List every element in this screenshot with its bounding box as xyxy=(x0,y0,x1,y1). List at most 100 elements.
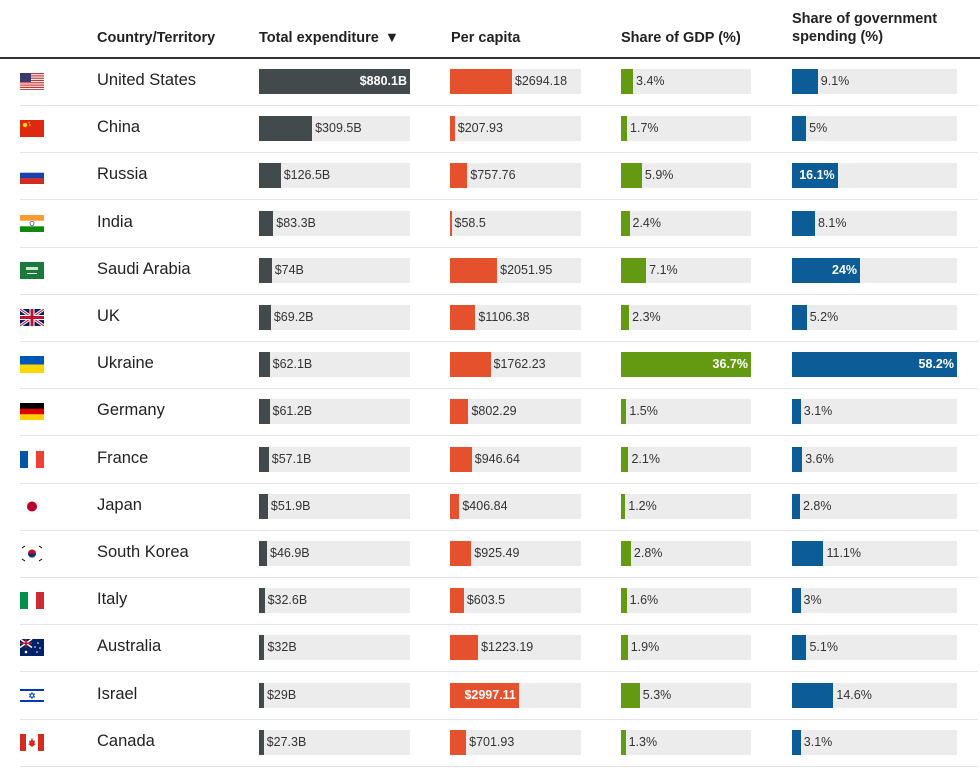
header-share-gov[interactable]: Share of government spending (%) xyxy=(792,11,938,45)
per-capita-bar xyxy=(450,682,519,708)
gov-cell: 3.6% xyxy=(792,446,957,472)
table-row: Germany $61.2B $802.29 1.5% 3.1% xyxy=(20,388,978,437)
gov-value-label: 5.1% xyxy=(809,640,838,655)
total-cell: $61.2B xyxy=(259,399,410,425)
total-bar xyxy=(259,635,265,661)
per-capita-cell: $757.76 xyxy=(450,163,581,189)
gdp-value-label: 1.3% xyxy=(628,734,658,749)
gdp-cell: 3.4% xyxy=(621,69,751,94)
per-capita-value-label: $757.76 xyxy=(470,168,516,183)
gdp-value-label: 2.3% xyxy=(632,310,661,324)
per-capita-bar xyxy=(450,163,468,189)
country-name: China xyxy=(97,118,141,137)
gdp-value-label: 1.2% xyxy=(628,498,657,513)
gov-bar xyxy=(792,352,957,378)
flag-uk-icon xyxy=(20,309,44,326)
per-capita-bar xyxy=(450,399,469,425)
gdp-bar xyxy=(621,729,626,755)
total-bar xyxy=(259,163,281,189)
header-total-expenditure[interactable]: Total expenditure ▼ xyxy=(259,29,399,47)
total-cell: $46.9B xyxy=(259,541,410,566)
header-share-gdp[interactable]: Share of GDP (%) xyxy=(621,30,741,46)
flag-ru-icon xyxy=(20,167,44,185)
gov-cell: 58.2% xyxy=(792,352,957,378)
per-capita-cell: $207.93 xyxy=(450,116,581,142)
table-row: China $309.5B $207.93 1.7% 5% xyxy=(20,105,978,154)
country-name: Germany xyxy=(97,401,165,420)
gdp-cell: 2.8% xyxy=(621,541,751,566)
per-capita-value-label: $406.84 xyxy=(462,498,508,513)
total-cell: $27.3B xyxy=(259,729,410,755)
per-capita-value-label: $603.5 xyxy=(466,593,506,608)
gov-bar xyxy=(792,257,861,283)
country-name: Italy xyxy=(97,590,128,609)
total-cell: $83.3B xyxy=(259,210,410,236)
header-per-capita[interactable]: Per capita xyxy=(451,30,521,46)
gov-cell: 5% xyxy=(792,116,957,142)
gov-value-label: 58.2% xyxy=(918,357,954,372)
country-name: France xyxy=(97,448,149,467)
gdp-bar xyxy=(621,116,628,142)
gov-bar xyxy=(792,588,801,614)
gdp-bar xyxy=(621,588,627,614)
gdp-cell: 2.4% xyxy=(621,210,751,236)
header-country[interactable]: Country/Territory xyxy=(97,30,216,46)
gov-value-label: 11.1% xyxy=(826,546,861,560)
total-bar xyxy=(259,69,410,94)
per-capita-cell: $802.29 xyxy=(450,399,581,425)
gdp-cell: 1.9% xyxy=(621,635,751,661)
per-capita-bar xyxy=(450,493,460,519)
gov-cell: 14.6% xyxy=(792,682,957,708)
gov-value-label: 2.8% xyxy=(802,498,832,513)
total-bar xyxy=(259,116,313,142)
country-name: United States xyxy=(97,71,197,89)
gdp-value-label: 3.4% xyxy=(636,74,665,88)
per-capita-value-label: $946.64 xyxy=(474,451,520,466)
gov-cell: 3% xyxy=(792,588,957,614)
total-value-label: $29B xyxy=(266,687,297,702)
total-value-label: $32B xyxy=(267,640,297,655)
per-capita-bar xyxy=(450,352,491,378)
gov-bar xyxy=(792,682,834,708)
per-capita-cell: $58.5 xyxy=(450,210,581,236)
per-capita-bar xyxy=(450,257,498,283)
gdp-bar xyxy=(621,69,634,94)
per-capita-value-label: $58.5 xyxy=(454,215,486,230)
gdp-cell: 1.2% xyxy=(621,493,751,519)
per-capita-bar xyxy=(450,541,472,566)
total-value-label: $51.9B xyxy=(270,498,311,513)
sort-descending-icon[interactable]: ▼ xyxy=(384,30,400,46)
total-cell: $51.9B xyxy=(259,493,410,519)
total-value-label: $880.1B xyxy=(359,74,407,88)
flag-il-icon xyxy=(20,686,44,704)
gov-value-label: 3.6% xyxy=(805,451,834,466)
table-row: United States $880.1B $2694.18 3.4% 9.1% xyxy=(20,58,978,106)
gdp-bar xyxy=(621,163,642,189)
gdp-cell: 1.6% xyxy=(621,588,751,614)
total-bar xyxy=(259,352,270,378)
gdp-cell: 2.3% xyxy=(621,305,751,330)
gov-bar xyxy=(792,163,838,189)
total-bar xyxy=(259,541,268,566)
per-capita-value-label: $701.93 xyxy=(469,734,515,749)
per-capita-cell: $925.49 xyxy=(450,541,581,566)
gov-cell: 5.2% xyxy=(792,305,957,330)
gov-cell: 16.1% xyxy=(792,163,957,189)
gdp-cell: 7.1% xyxy=(621,257,751,283)
country-name: Canada xyxy=(97,731,155,750)
per-capita-cell: $1223.19 xyxy=(450,635,581,661)
total-bar xyxy=(259,493,268,519)
gdp-value-label: 1.9% xyxy=(630,640,660,655)
gov-bar xyxy=(792,116,807,142)
gov-bar xyxy=(792,399,801,425)
per-capita-value-label: $1223.19 xyxy=(481,640,534,655)
flag-cn-icon xyxy=(20,120,44,138)
gov-value-label: 5% xyxy=(809,121,828,136)
total-bar xyxy=(259,305,271,330)
total-cell: $29B xyxy=(259,682,410,708)
total-bar xyxy=(259,446,269,472)
total-value-label: $27.3B xyxy=(266,734,307,749)
gdp-bar xyxy=(621,682,640,708)
total-cell: $880.1B xyxy=(259,69,410,94)
per-capita-cell: $2997.11 xyxy=(450,682,581,708)
